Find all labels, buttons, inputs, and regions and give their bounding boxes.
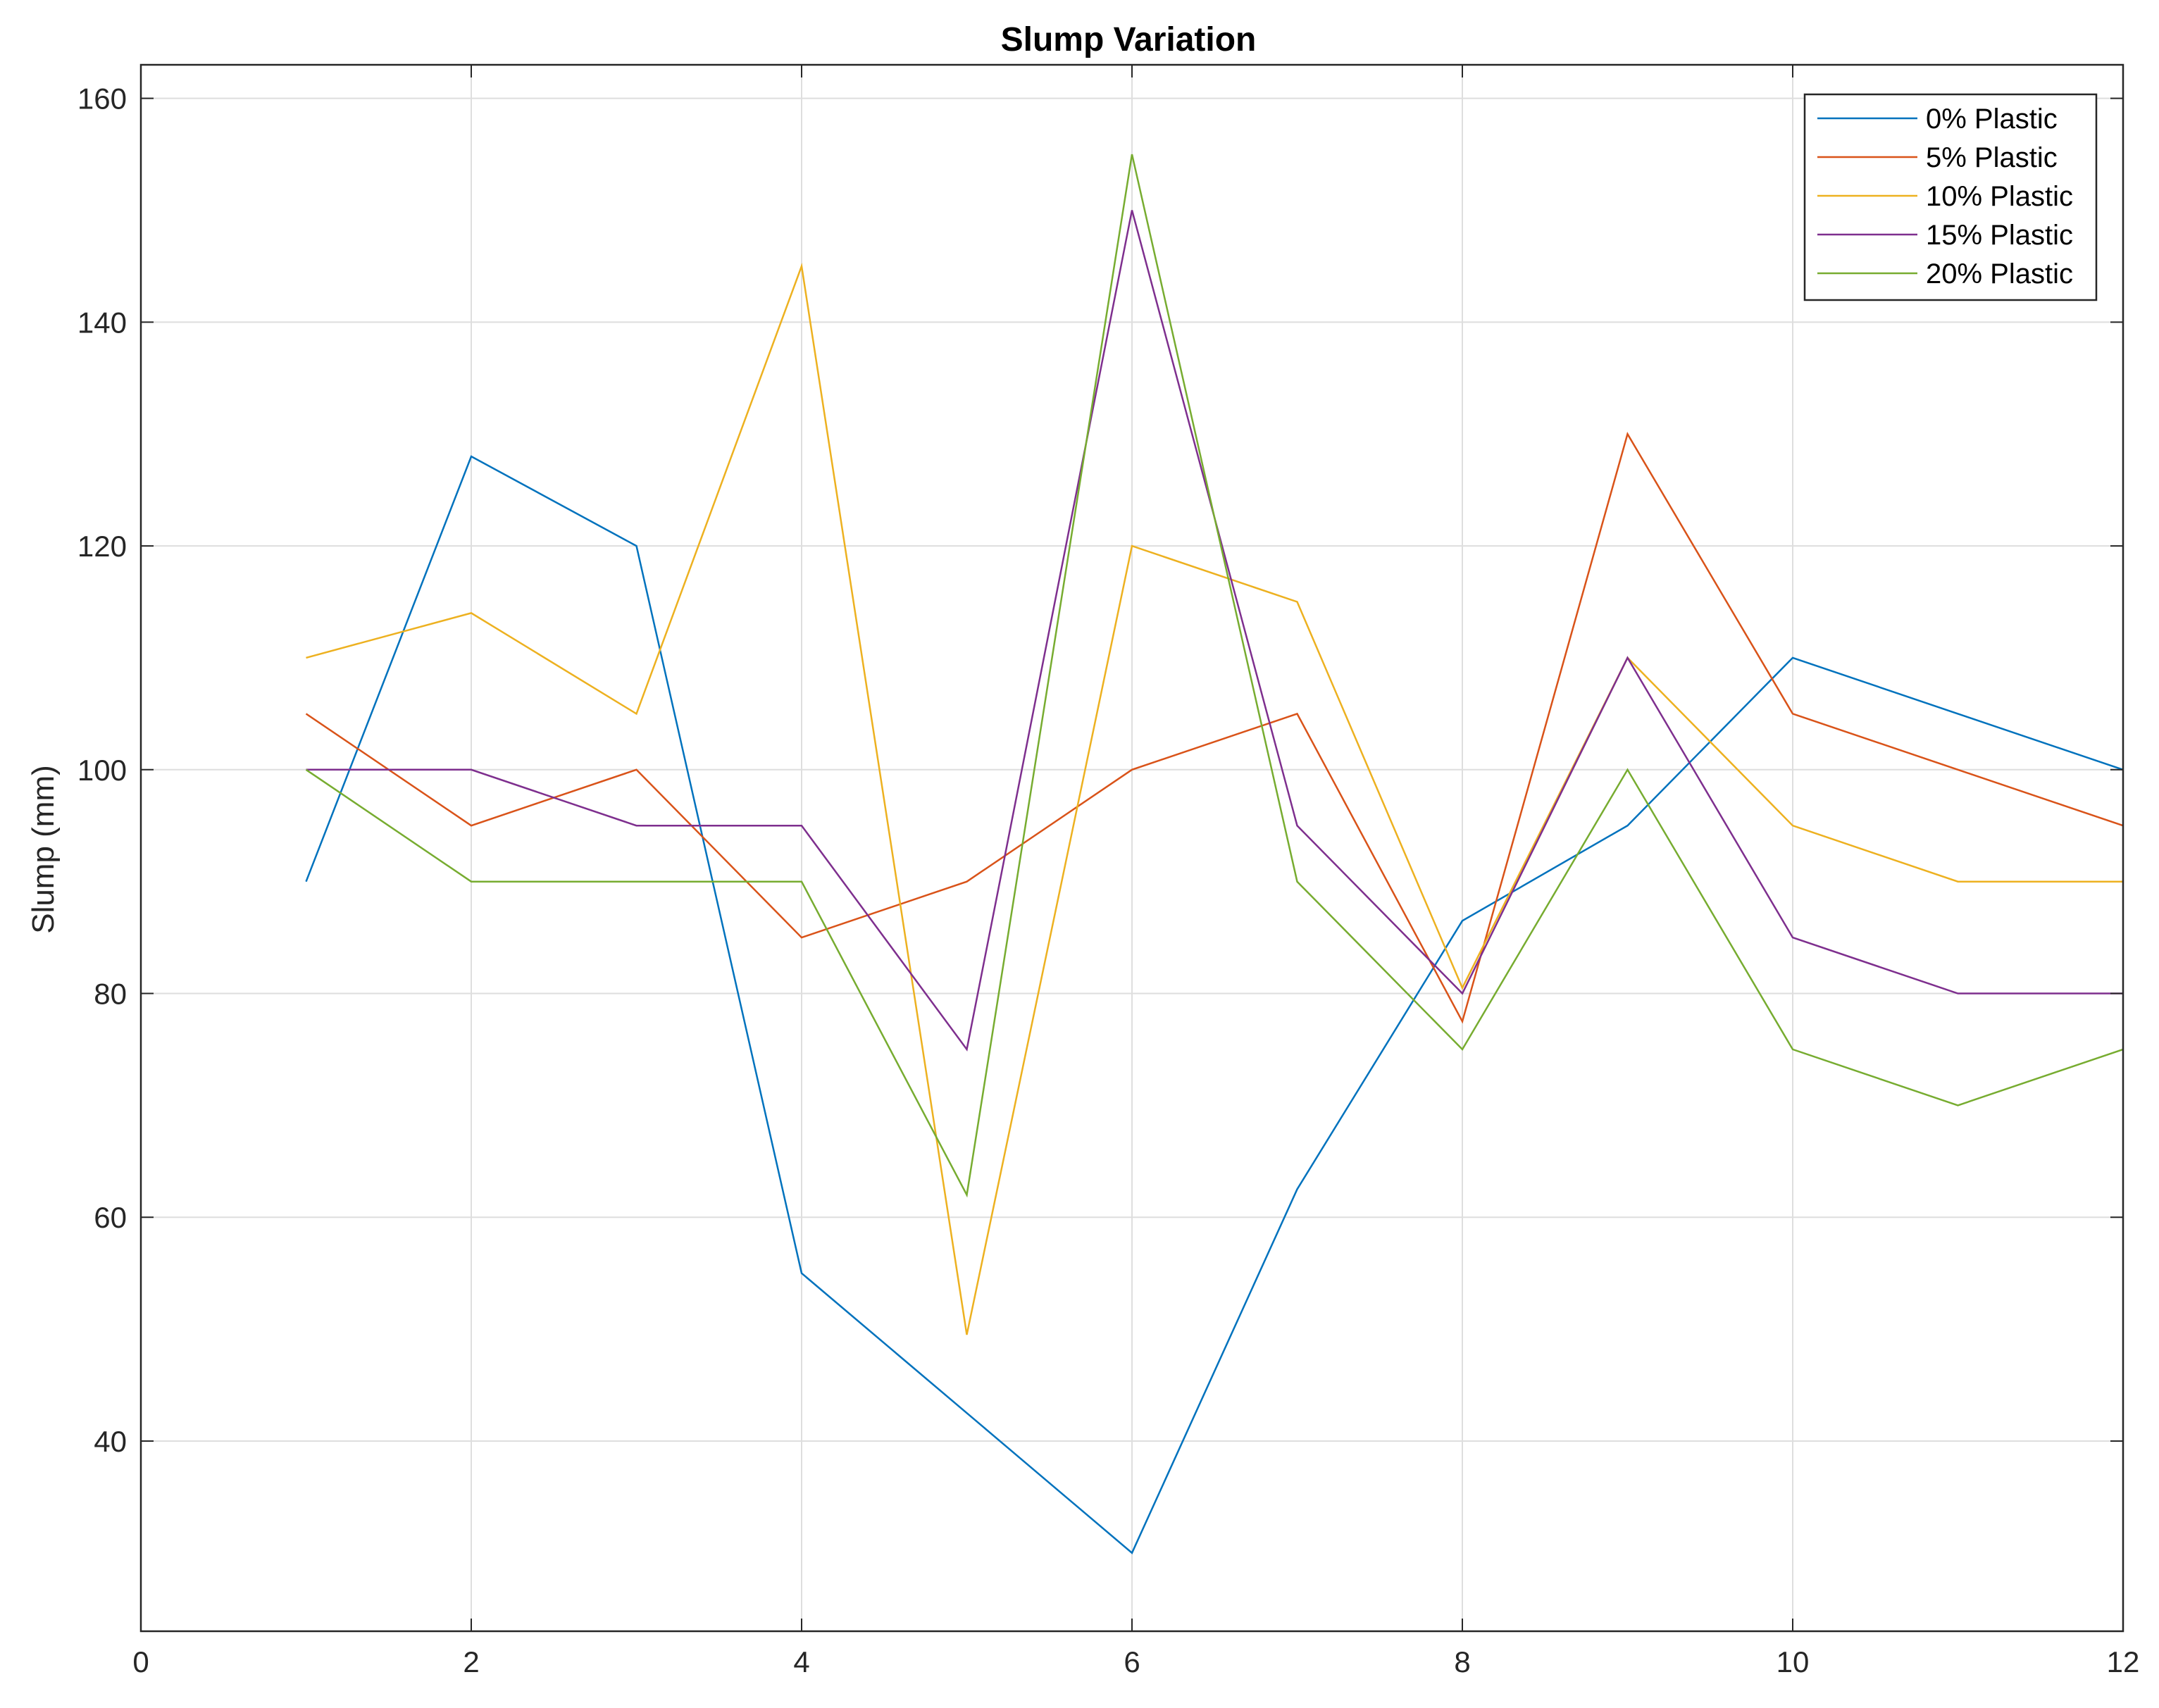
x-tick-label: 8 xyxy=(1454,1645,1470,1678)
legend-label: 20% Plastic xyxy=(1926,258,2073,289)
series-line-2 xyxy=(305,432,2124,1024)
x-tick-label: 6 xyxy=(1124,1645,1140,1678)
legend: 0% Plastic 5% Plastic 10% Plastic 15% Plast… xyxy=(1803,93,2098,301)
series-line-4 xyxy=(306,210,2123,1052)
legend-label: 15% Plastic xyxy=(1926,220,2073,251)
x-tick-label: 0 xyxy=(132,1645,149,1678)
y-tick-label: 120 xyxy=(77,530,127,563)
y-axis-label: Slump (mm) xyxy=(26,765,61,934)
y-tick-label: 140 xyxy=(77,306,127,339)
axis-ticks: 0 2 4 6 8 10 12 40 60 80 100 120 140 160 xyxy=(77,65,2139,1678)
y-tick-label: 100 xyxy=(77,754,127,787)
legend-label: 5% Plastic xyxy=(1926,142,2058,173)
chart-title: Slump Variation xyxy=(1001,21,1257,58)
legend-label: 0% Plastic xyxy=(1926,104,2058,135)
legend-box xyxy=(1803,93,2098,301)
x-tick-label: 2 xyxy=(463,1645,479,1678)
y-tick-label: 60 xyxy=(94,1201,127,1234)
x-tick-label: 10 xyxy=(1777,1645,1810,1678)
series-lines xyxy=(305,154,2124,1554)
y-tick-label: 160 xyxy=(77,82,127,116)
series-line-1 xyxy=(305,455,2124,1554)
legend-label: 10% Plastic xyxy=(1926,181,2073,212)
x-tick-label: 12 xyxy=(2107,1645,2140,1678)
y-tick-label: 40 xyxy=(94,1425,127,1458)
series-line-3 xyxy=(306,262,2123,1335)
x-tick-label: 4 xyxy=(793,1645,809,1678)
y-tick-label: 80 xyxy=(94,978,127,1011)
series-line-5 xyxy=(305,154,2124,1198)
